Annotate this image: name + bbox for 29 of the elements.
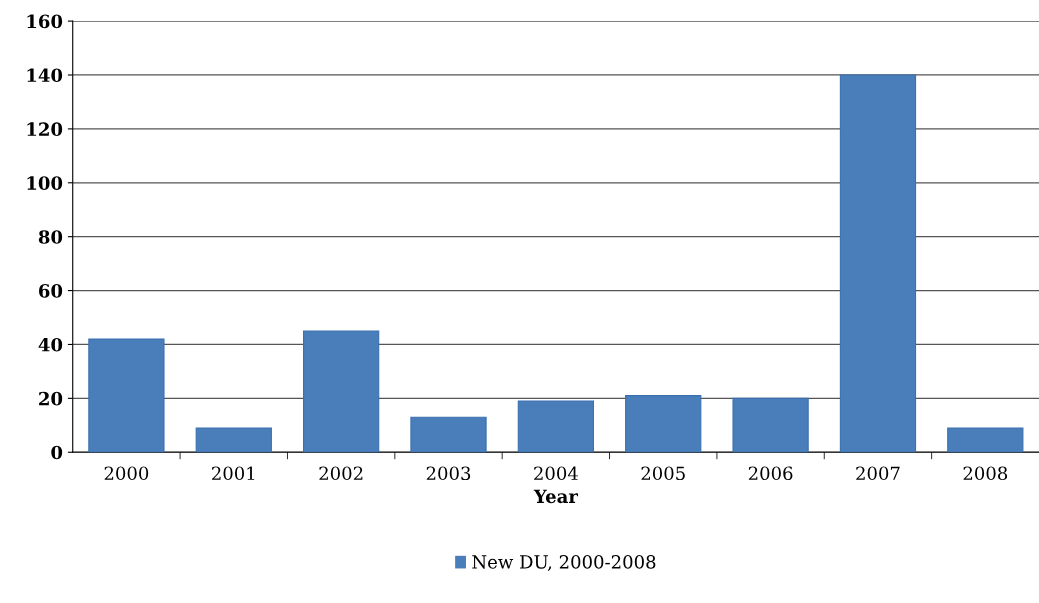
y-tick-label: 40 [38,337,63,352]
bar [947,427,1024,453]
x-tick-label: 2006 [748,466,793,481]
x-tick-label: 2001 [212,466,255,481]
x-tick-label: 2005 [641,466,685,481]
y-tick-label: 140 [27,68,63,83]
bar [195,427,272,453]
bar [303,330,380,453]
x-tick-label: 2008 [963,466,1008,481]
bar [625,395,702,453]
x-tick-label: 2004 [534,466,578,481]
x-tick-label: 2000 [104,466,149,481]
y-tick-label: 160 [27,14,63,29]
bar [410,416,487,453]
x-tick-label: 2003 [426,466,471,481]
y-tick-label: 20 [39,391,63,406]
legend-label: New DU, 2000-2008 [472,555,656,571]
x-axis-title: Year [533,489,579,504]
y-tick-label: 60 [39,284,63,298]
bar [88,338,165,453]
y-tick-label: 0 [51,445,63,460]
bar [517,400,594,453]
y-tick-label: 80 [38,230,63,244]
y-tick-label: 100 [27,176,63,190]
x-tick-label: 2007 [856,466,900,481]
bar [839,74,917,453]
y-tick-label: 120 [27,122,63,137]
x-tick-label: 2002 [319,466,363,481]
bar [732,397,809,453]
